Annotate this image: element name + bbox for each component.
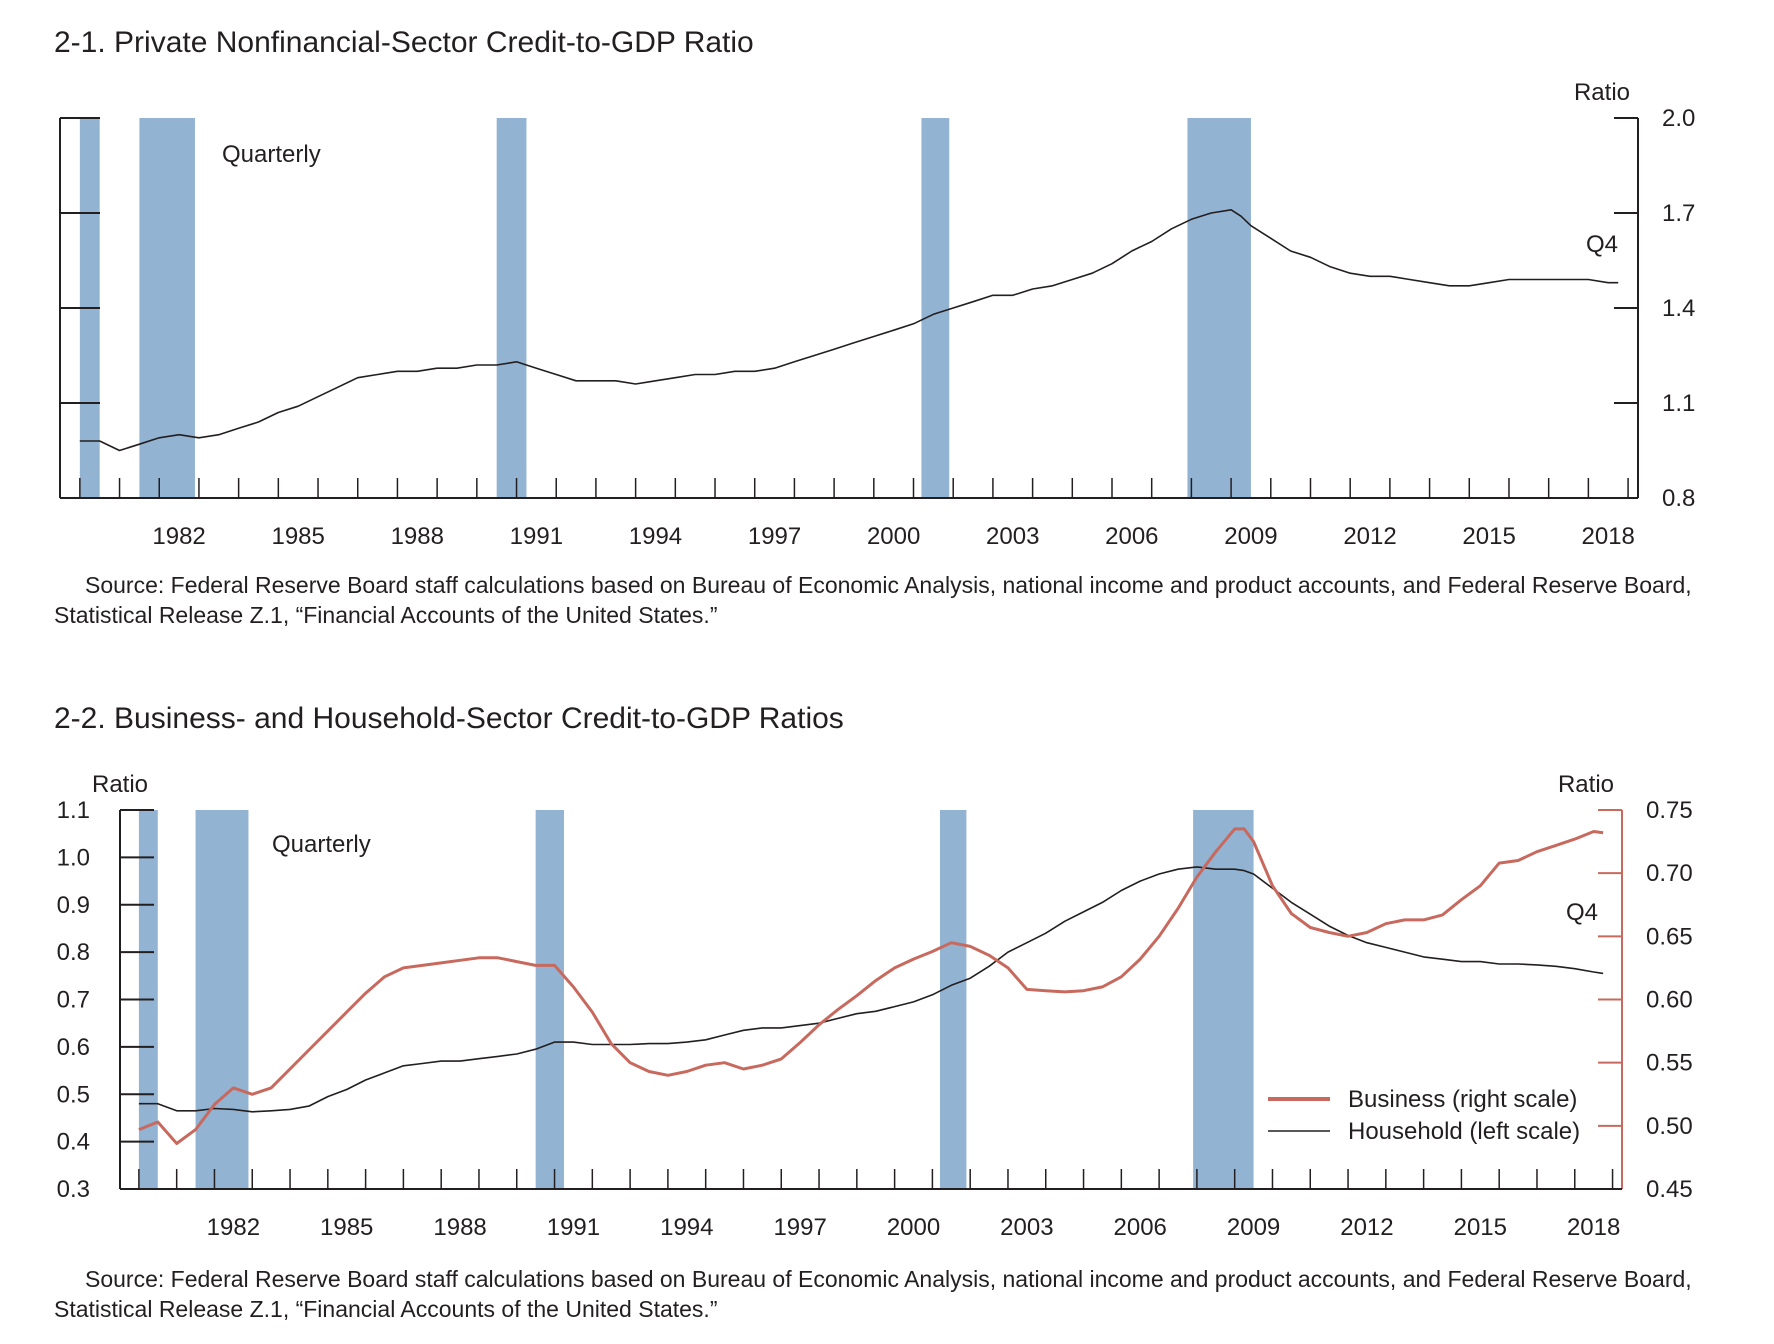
x-tick-label: 1991 xyxy=(547,1214,600,1241)
x-tick-label: 1982 xyxy=(207,1214,260,1241)
x-tick-label: 1997 xyxy=(748,523,801,550)
right-y-tick-label: 0.65 xyxy=(1646,923,1693,950)
q4-end-label: Q4 xyxy=(1566,899,1598,926)
x-tick-label: 2000 xyxy=(887,1214,940,1241)
recession-shading-3 xyxy=(535,810,564,1189)
q4-end-label: Q4 xyxy=(1586,231,1618,258)
left-y-tick-label: 0.5 xyxy=(57,1081,90,1108)
recession-shading-3 xyxy=(496,118,527,498)
right-y-tick-label: 0.55 xyxy=(1646,1050,1693,1077)
frequency-label: Quarterly xyxy=(222,141,321,168)
legend-household-label: Household (left scale) xyxy=(1348,1118,1580,1145)
right-y-tick-label: 0.75 xyxy=(1646,797,1693,824)
x-tick-label: 2018 xyxy=(1567,1214,1620,1241)
chart-1-plot: 0.8 1.1 1.4 1.7 2.0 Ratio 1982 1985 1988 1991 1994… xyxy=(59,79,1695,550)
chart-2-title: 2-2. Business- and Household-Sector Cred… xyxy=(54,702,844,735)
x-tick-label: 2006 xyxy=(1114,1214,1167,1241)
credit-to-gdp-line xyxy=(79,209,1619,452)
x-tick-label: 1997 xyxy=(773,1214,826,1241)
recession-shading-5 xyxy=(1193,810,1254,1189)
chart-2-plot: 0.30.40.50.60.70.80.91.01.1Ratio0.450.50… xyxy=(57,771,1693,1241)
left-y-tick-label: 1.1 xyxy=(57,797,90,824)
x-tick-label: 1991 xyxy=(510,523,563,550)
x-tick-label: 1985 xyxy=(271,523,324,550)
x-tick-label: 1988 xyxy=(433,1214,486,1241)
recession-shading-4 xyxy=(939,810,967,1189)
right-y-tick-label: 0.60 xyxy=(1646,987,1693,1014)
chart-1-source-note: Source: Federal Reserve Board staff calc… xyxy=(54,572,1692,628)
right-y-tick-label: 0.50 xyxy=(1646,1113,1693,1140)
recession-shading-2 xyxy=(195,810,249,1189)
recession-shading-5 xyxy=(1187,118,1251,498)
x-tick-label: 2000 xyxy=(867,523,920,550)
x-tick-label: 2012 xyxy=(1340,1214,1393,1241)
right-y-tick-label: 1.1 xyxy=(1662,390,1695,417)
right-y-tick-label: 1.7 xyxy=(1662,200,1695,227)
x-tick-label: 2003 xyxy=(986,523,1039,550)
recession-shading-4 xyxy=(921,118,950,498)
left-y-tick-label: 0.6 xyxy=(57,1034,90,1061)
x-tick-label: 2003 xyxy=(1000,1214,1053,1241)
left-y-tick-label: 0.7 xyxy=(57,987,90,1014)
chart-2-source-note: Source: Federal Reserve Board staff calc… xyxy=(54,1266,1692,1322)
legend-business-label: Business (right scale) xyxy=(1348,1086,1577,1113)
left-y-tick-label: 0.4 xyxy=(57,1129,90,1156)
x-tick-label: 1982 xyxy=(152,523,205,550)
right-y-tick-label: 0.8 xyxy=(1662,485,1695,512)
x-tick-label: 2015 xyxy=(1462,523,1515,550)
chart-1-title: 2-1. Private Nonfinancial-Sector Credit-… xyxy=(54,26,754,59)
x-tick-label: 1985 xyxy=(320,1214,373,1241)
right-y-tick-label: 0.45 xyxy=(1646,1176,1693,1203)
x-tick-label: 2012 xyxy=(1343,523,1396,550)
left-y-tick-label: 1.0 xyxy=(57,844,90,871)
left-y-tick-label: 0.8 xyxy=(57,939,90,966)
x-tick-label: 1994 xyxy=(660,1214,713,1241)
household-line xyxy=(138,866,1604,1113)
left-y-tick-label: 0.9 xyxy=(57,892,90,919)
left-y-axis-title: Ratio xyxy=(92,771,148,798)
x-tick-label: 1994 xyxy=(629,523,682,550)
x-tick-label: 1988 xyxy=(391,523,444,550)
x-tick-label: 2009 xyxy=(1224,523,1277,550)
right-y-tick-label: 0.70 xyxy=(1646,860,1693,887)
recession-shading-2 xyxy=(139,118,195,498)
business-line xyxy=(138,827,1604,1145)
right-y-tick-label: 2.0 xyxy=(1662,105,1695,132)
right-y-axis-title: Ratio xyxy=(1574,79,1630,106)
x-tick-label: 2006 xyxy=(1105,523,1158,550)
right-y-axis-title: Ratio xyxy=(1558,771,1614,798)
left-y-tick-label: 0.3 xyxy=(57,1176,90,1203)
x-tick-label: 2009 xyxy=(1227,1214,1280,1241)
right-y-tick-label: 1.4 xyxy=(1662,295,1695,322)
x-tick-label: 2015 xyxy=(1454,1214,1507,1241)
x-tick-label: 2018 xyxy=(1582,523,1635,550)
frequency-label: Quarterly xyxy=(272,831,371,858)
